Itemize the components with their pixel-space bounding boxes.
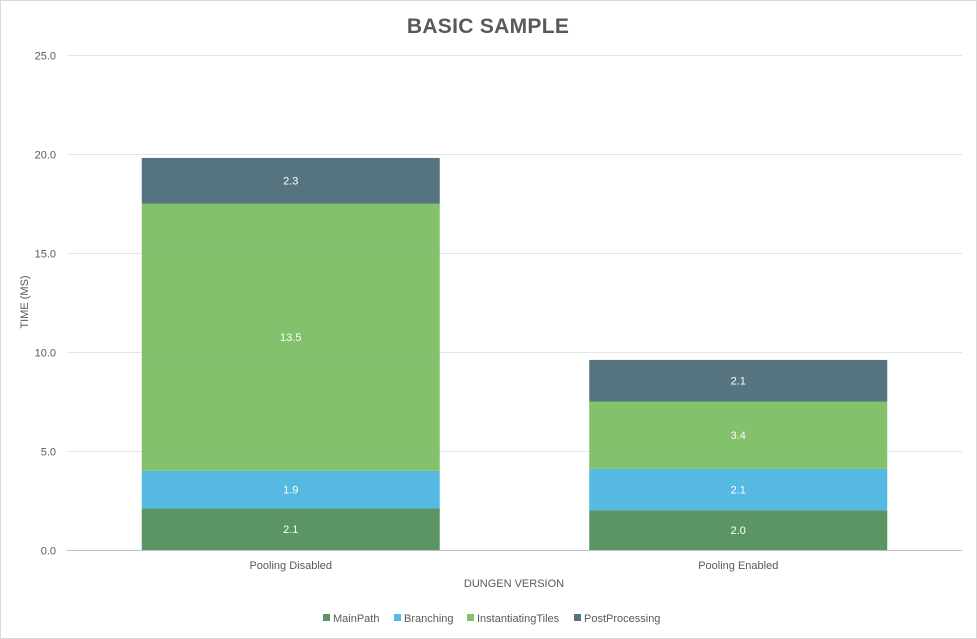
legend-item-branching: Branching	[394, 613, 454, 625]
bar-segment-instantiatingtiles	[141, 203, 440, 471]
bars-layer	[141, 157, 888, 550]
legend-swatch	[323, 614, 330, 621]
bar-segment-branching	[141, 470, 440, 509]
x-category-label: Pooling Disabled	[249, 560, 332, 572]
legend-label: InstantiatingTiles	[477, 613, 560, 625]
x-category-label: Pooling Enabled	[698, 560, 778, 572]
data-label: 2.3	[283, 176, 298, 188]
legend-label: MainPath	[333, 613, 379, 625]
legend-swatch	[394, 614, 401, 621]
legend-swatch	[467, 614, 474, 621]
y-axis-title: TIME (MS)	[19, 275, 31, 328]
bar-segment-mainpath	[141, 508, 440, 550]
data-labels: 2.1 1.9 13.5 2.3 2.0 2.1 3.4 2.1	[280, 176, 746, 537]
data-label: 2.1	[283, 524, 298, 536]
x-axis-categories: Pooling Disabled Pooling Enabled	[249, 560, 778, 572]
y-tick-label: 10.0	[35, 348, 56, 360]
bar-segment-mainpath	[589, 510, 888, 550]
y-tick-label: 15.0	[35, 249, 56, 261]
gridlines	[67, 55, 962, 551]
y-tick-label: 0.0	[41, 546, 56, 558]
data-label: 3.4	[731, 430, 746, 442]
data-label: 13.5	[280, 332, 301, 344]
legend: MainPath Branching InstantiatingTiles PostP…	[323, 613, 660, 625]
legend-label: PostProcessing	[584, 613, 660, 625]
legend-swatch	[574, 614, 581, 621]
data-label: 2.1	[731, 376, 746, 388]
legend-item-mainpath: MainPath	[323, 613, 379, 625]
data-label: 2.1	[731, 485, 746, 497]
bar-segment-postprocessing	[141, 157, 440, 204]
bar-segment-instantiatingtiles	[589, 401, 888, 469]
x-axis-title: DUNGEN VERSION	[464, 578, 564, 590]
bar-segment-postprocessing	[589, 359, 888, 402]
legend-item-instantiatingtiles: InstantiatingTiles	[467, 613, 560, 625]
y-axis-ticks: 0.0 5.0 10.0 15.0 20.0 25.0	[35, 51, 56, 558]
data-label: 2.0	[731, 525, 746, 537]
y-tick-label: 20.0	[35, 150, 56, 162]
legend-item-postprocessing: PostProcessing	[574, 613, 660, 625]
legend-label: Branching	[404, 613, 454, 625]
bar-segment-branching	[589, 468, 888, 511]
chart-title: BASIC SAMPLE	[407, 15, 569, 38]
data-label: 1.9	[283, 485, 298, 497]
y-tick-label: 5.0	[41, 447, 56, 459]
y-tick-label: 25.0	[35, 51, 56, 63]
